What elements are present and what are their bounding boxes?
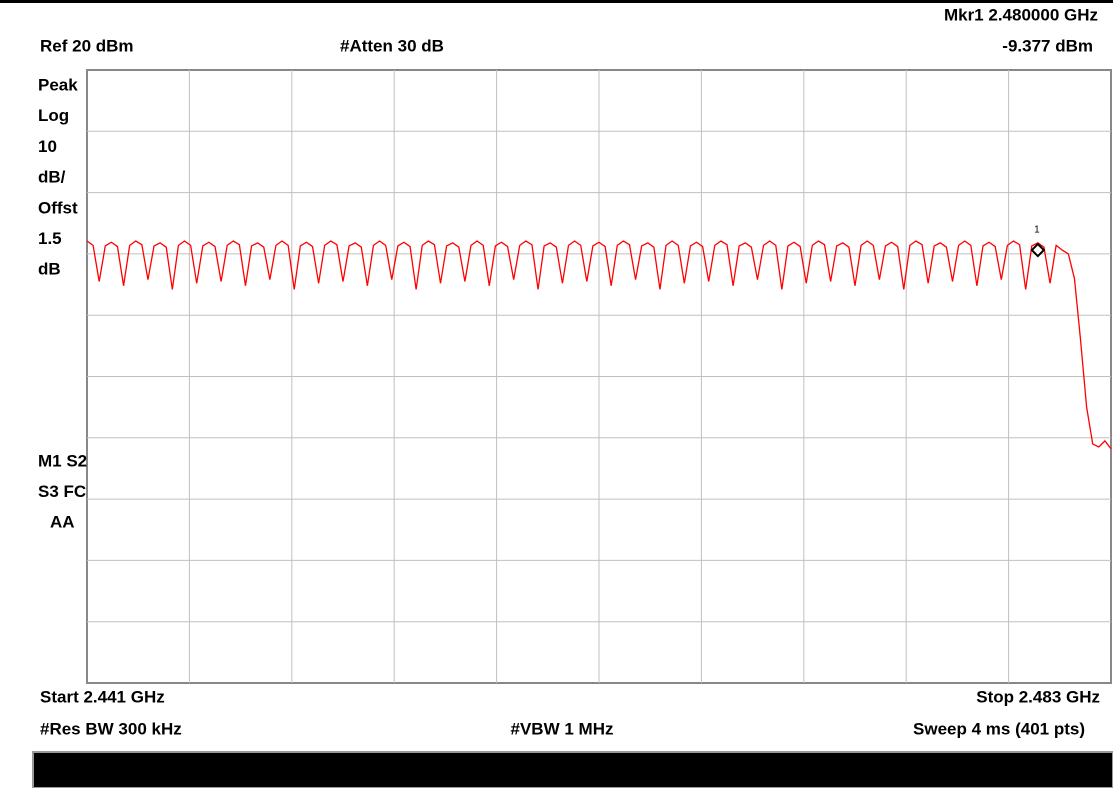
scale-label: 10 (38, 137, 57, 156)
scale-label: 1.5 (38, 229, 62, 248)
vbw: #VBW 1 MHz (511, 719, 614, 738)
marker-readout: Mkr1 2.480000 GHz (944, 5, 1098, 24)
top-border (0, 0, 1113, 3)
marker-label: 1 (1034, 225, 1040, 236)
status-label: AA (50, 512, 75, 531)
grid (87, 70, 1111, 683)
marker-level: -9.377 dBm (1002, 36, 1093, 55)
start-freq: Start 2.441 GHz (40, 687, 165, 706)
stop-freq: Stop 2.483 GHz (976, 687, 1100, 706)
rbw: #Res BW 300 kHz (40, 719, 182, 738)
scale-label: dB (38, 260, 61, 279)
status-bar (32, 751, 1113, 788)
status-label: M1 S2 (38, 451, 87, 470)
ref-level: Ref 20 dBm (40, 36, 134, 55)
trace (86, 240, 1112, 450)
scale-label: Offst (38, 198, 78, 217)
scale-label: Peak (38, 75, 78, 94)
scale-label: dB/ (38, 168, 66, 187)
status-label: S3 FC (38, 482, 86, 501)
marker-diamond (1030, 242, 1046, 258)
sweep: Sweep 4 ms (401 pts) (913, 719, 1085, 738)
scale-label: Log (38, 106, 69, 125)
attenuation: #Atten 30 dB (340, 36, 444, 55)
